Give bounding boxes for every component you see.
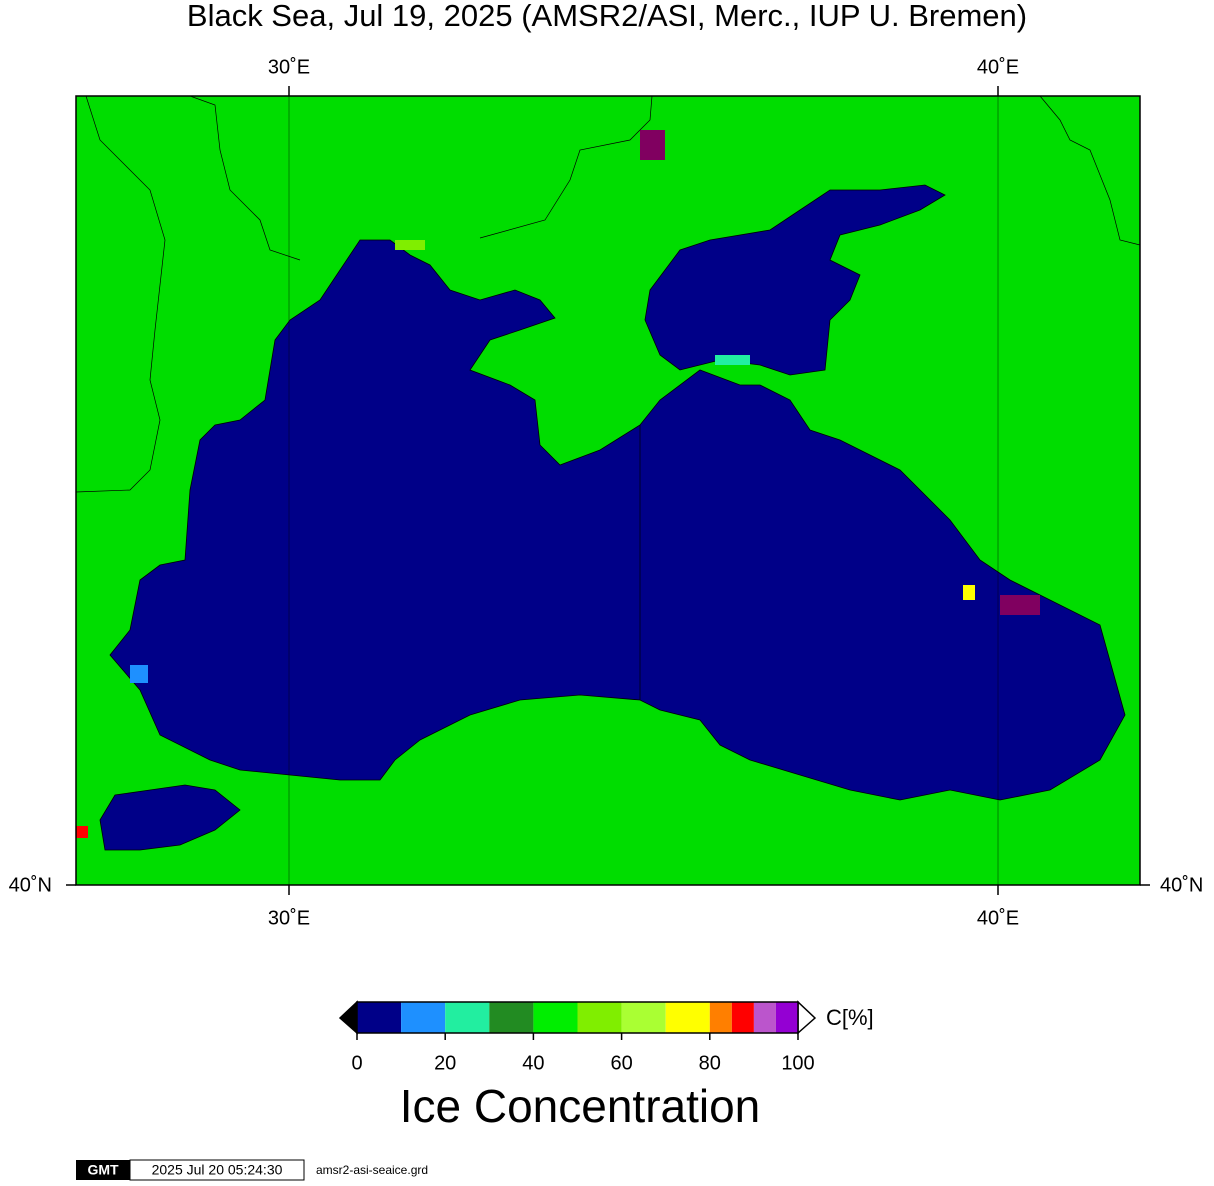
lon-label: 30˚E (268, 56, 310, 78)
colorbar-unit: C[%] (826, 1005, 874, 1030)
footer: GMT 2025 Jul 20 05:24:30 amsr2-asi-seaic… (76, 1159, 428, 1181)
ice-pixels (76, 130, 1040, 838)
border (1039, 95, 1141, 246)
colorbar-box (445, 1002, 490, 1033)
frame-ticks (66, 86, 1150, 895)
lat-label: 40˚N (9, 874, 52, 896)
lon-label: 40˚E (977, 907, 1019, 929)
border (75, 95, 166, 493)
sea-of-azov (644, 184, 946, 376)
colorbar-box (709, 1002, 732, 1033)
lat-label: 40˚N (1160, 874, 1203, 896)
colorbar-frame (356, 1001, 799, 1034)
map: 30˚E 40˚E 30˚E 40˚E 40˚N 40˚N (9, 56, 1204, 929)
border (479, 95, 653, 239)
lon-label: 30˚E (268, 907, 310, 929)
pixel (715, 355, 750, 365)
colorbar-box (775, 1002, 798, 1033)
timestamp: 2025 Jul 20 05:24:30 (152, 1162, 283, 1178)
colorbar-tick-label: 40 (522, 1052, 544, 1074)
logo-box (76, 1160, 130, 1180)
colorbar-box (731, 1002, 754, 1033)
pixel (963, 585, 975, 600)
colorbar-box (357, 1002, 402, 1033)
file-name: amsr2-asi-seaice.grd (316, 1163, 428, 1177)
logo: GMT (87, 1162, 119, 1178)
pixel (130, 665, 148, 683)
sea-of-marmara (99, 784, 241, 851)
frame (75, 95, 1141, 886)
borders (75, 95, 1141, 700)
pixel (395, 240, 425, 250)
colorbar-box (533, 1002, 578, 1033)
pixel (1000, 595, 1040, 615)
colorbar-box (577, 1002, 622, 1033)
border (189, 95, 301, 261)
sea (109, 239, 1126, 801)
colorbar-box (401, 1002, 446, 1033)
colorbar-tick-label: 0 (351, 1052, 362, 1074)
colorbar-low-triangle (338, 1000, 358, 1035)
title: Black Sea, Jul 19, 2025 (AMSR2/ASI, Merc… (187, 0, 1027, 33)
colorbar-box (753, 1002, 776, 1033)
colorbar-box (489, 1002, 534, 1033)
colorbar-high-triangle (797, 1000, 817, 1035)
timestamp-box (129, 1159, 305, 1181)
colorbar-label: Ice Concentration (400, 1080, 761, 1132)
colorbar-tick-label: 60 (610, 1052, 632, 1074)
colorbar-tick-label: 80 (699, 1052, 721, 1074)
colorbar-box (665, 1002, 710, 1033)
colorbar-box (621, 1002, 666, 1033)
colorbar-tick-label: 20 (434, 1052, 456, 1074)
colorbar-tick-label: 100 (781, 1052, 814, 1074)
pixel (640, 130, 665, 160)
lon-label: 40˚E (977, 56, 1019, 78)
pixel (76, 826, 88, 838)
colorbar: C[%] Ice Concentration 0 20 40 60 80 100 (338, 1000, 874, 1132)
